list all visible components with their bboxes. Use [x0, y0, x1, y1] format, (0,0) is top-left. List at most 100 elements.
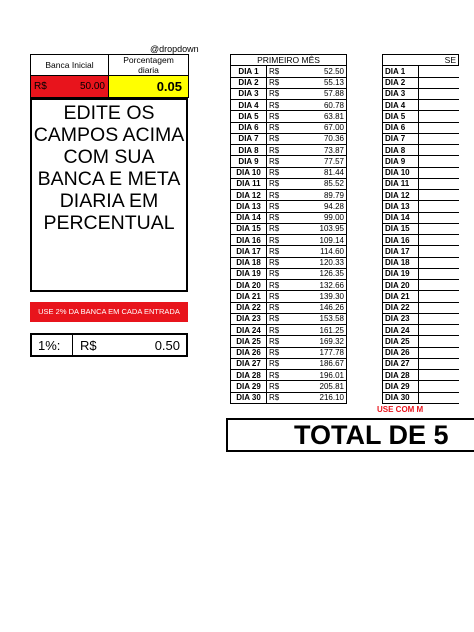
day-label: DIA 19: [230, 267, 267, 281]
day-label: DIA 30: [230, 391, 267, 404]
table-row: DIA 4: [382, 98, 459, 112]
table-row: DIA 27: [382, 357, 459, 371]
empty-cell: [418, 65, 459, 78]
percent-input-cell[interactable]: 0.05: [108, 75, 189, 98]
table-row: DIA 28 R$ 196.01: [230, 368, 347, 382]
empty-cell: [418, 256, 459, 269]
day-label: DIA 28: [230, 368, 267, 382]
currency-symbol: R$: [266, 278, 283, 292]
bank-input-cell[interactable]: R$ 50.00: [30, 75, 109, 98]
instruction-line: COM SUA: [63, 146, 155, 168]
table-row: DIA 1 R$ 52.50: [230, 65, 347, 78]
table-row: DIA 23: [382, 312, 459, 326]
day-value: 73.87: [282, 143, 347, 157]
empty-cell: [418, 301, 459, 314]
currency-symbol: R$: [266, 155, 283, 168]
day-label: DIA 26: [382, 346, 419, 359]
day-label: DIA 19: [382, 267, 419, 281]
day-label: DIA 25: [230, 335, 267, 348]
day-label: DIA 10: [382, 166, 419, 179]
table-row: DIA 16: [382, 233, 459, 247]
empty-cell: [418, 357, 459, 371]
table-row: DIA 25: [382, 335, 459, 348]
instruction-line: BANCA E META: [37, 168, 181, 190]
currency-symbol: R$: [266, 346, 283, 359]
day-label: DIA 11: [230, 177, 267, 191]
empty-cell: [418, 200, 459, 213]
day-label: DIA 26: [230, 346, 267, 359]
day-label: DIA 1: [230, 65, 267, 78]
day-value: 177.78: [282, 346, 347, 359]
day-label: DIA 20: [382, 278, 419, 292]
day-label: DIA 15: [230, 222, 267, 236]
day-label: DIA 21: [382, 290, 419, 303]
empty-cell: [418, 391, 459, 404]
day-label: DIA 10: [230, 166, 267, 179]
day-value: 94.28: [282, 200, 347, 213]
day-label: DIA 24: [230, 323, 267, 337]
day-label: DIA 5: [230, 110, 267, 123]
table-row: DIA 7: [382, 132, 459, 146]
day-value: 169.32: [282, 335, 347, 348]
day-label: DIA 14: [382, 211, 419, 224]
day-value: 196.01: [282, 368, 347, 382]
day-label: DIA 21: [230, 290, 267, 303]
table-row: DIA 18: [382, 256, 459, 269]
currency-symbol: R$: [266, 200, 283, 213]
day-label: DIA 14: [230, 211, 267, 224]
instruction-line: PERCENTUAL: [43, 212, 175, 234]
currency-symbol: R$: [266, 177, 283, 191]
table-row: DIA 12 R$ 89.79: [230, 188, 347, 202]
currency-symbol: R$: [266, 391, 283, 404]
day-label: DIA 9: [230, 155, 267, 168]
instructions-box: EDITE OS CAMPOS ACIMA COM SUA BANCA E ME…: [30, 98, 188, 292]
empty-cell: [418, 143, 459, 157]
table-row: DIA 3: [382, 87, 459, 101]
currency-symbol: R$: [266, 132, 283, 146]
table-row: DIA 7 R$ 70.36: [230, 132, 347, 146]
bank-currency: R$: [34, 81, 47, 92]
table-row: DIA 18 R$ 120.33: [230, 256, 347, 269]
table-row: DIA 27 R$ 186.67: [230, 357, 347, 371]
day-value: 57.88: [282, 87, 347, 101]
day-label: DIA 15: [382, 222, 419, 236]
empty-cell: [418, 267, 459, 281]
currency-symbol: R$: [266, 290, 283, 303]
day-label: DIA 17: [382, 245, 419, 258]
currency-symbol: R$: [266, 110, 283, 123]
day-value: 161.25: [282, 323, 347, 337]
table-row: DIA 6: [382, 121, 459, 134]
table-row: DIA 11 R$ 85.52: [230, 177, 347, 191]
day-label: DIA 13: [382, 200, 419, 213]
day-label: DIA 5: [382, 110, 419, 123]
day-label: DIA 12: [382, 188, 419, 202]
day-label: DIA 30: [382, 391, 419, 404]
day-value: 70.36: [282, 132, 347, 146]
day-label: DIA 7: [230, 132, 267, 146]
instruction-line: CAMPOS ACIMA: [33, 124, 185, 146]
empty-cell: [418, 380, 459, 393]
table-row: DIA 17: [382, 245, 459, 258]
bank-value[interactable]: 50.00: [79, 81, 105, 92]
table-row: DIA 14: [382, 211, 459, 224]
day-label: DIA 13: [230, 200, 267, 213]
currency-symbol: R$: [266, 256, 283, 269]
currency-symbol: R$: [266, 188, 283, 202]
day-label: DIA 2: [230, 76, 267, 89]
table-row: DIA 28: [382, 368, 459, 382]
day-value: 109.14: [282, 233, 347, 247]
table-row: DIA 20: [382, 278, 459, 292]
day-value: 186.67: [282, 357, 347, 371]
empty-cell: [418, 177, 459, 191]
day-label: DIA 22: [230, 301, 267, 314]
day-label: DIA 23: [230, 312, 267, 326]
table-row: DIA 3 R$ 57.88: [230, 87, 347, 101]
day-value: 89.79: [282, 188, 347, 202]
day-label: DIA 1: [382, 65, 419, 78]
day-value: 81.44: [282, 166, 347, 179]
day-value: 77.57: [282, 155, 347, 168]
table-row: DIA 10: [382, 166, 459, 179]
empty-cell: [418, 188, 459, 202]
table-row: DIA 30: [382, 391, 459, 404]
table-row: DIA 8 R$ 73.87: [230, 143, 347, 157]
